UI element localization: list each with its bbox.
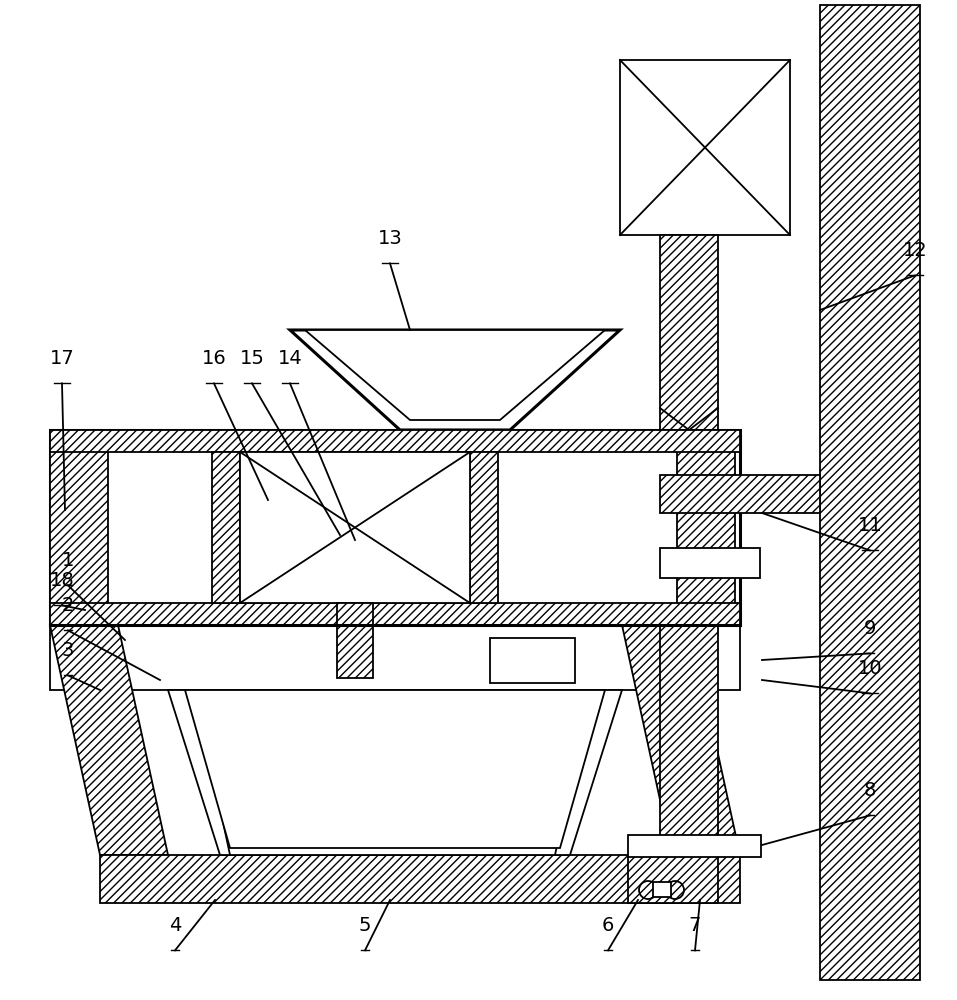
- Bar: [50, 430, 740, 625]
- Text: 5: 5: [359, 916, 371, 935]
- Text: 15: 15: [239, 349, 264, 368]
- Bar: [337, 603, 373, 678]
- Text: 9: 9: [864, 619, 877, 638]
- Text: 1: 1: [62, 551, 75, 570]
- Text: 6: 6: [602, 916, 614, 935]
- Bar: [100, 855, 740, 903]
- Bar: [660, 548, 760, 578]
- Text: 16: 16: [202, 349, 227, 368]
- Text: 12: 12: [902, 241, 927, 260]
- Text: 3: 3: [62, 641, 75, 660]
- Polygon shape: [305, 330, 605, 420]
- Bar: [50, 430, 108, 625]
- Text: 2: 2: [62, 596, 75, 615]
- Bar: [620, 60, 790, 235]
- Bar: [628, 835, 761, 857]
- Bar: [677, 430, 735, 625]
- Text: 7: 7: [689, 916, 701, 935]
- Polygon shape: [185, 690, 605, 848]
- Bar: [660, 625, 718, 855]
- Bar: [50, 430, 740, 452]
- Polygon shape: [168, 690, 622, 855]
- Polygon shape: [622, 625, 740, 855]
- Text: 8: 8: [864, 781, 877, 800]
- Bar: [660, 235, 718, 430]
- Bar: [660, 475, 820, 513]
- Bar: [400, 430, 510, 485]
- Bar: [820, 5, 920, 980]
- Polygon shape: [50, 625, 168, 855]
- Bar: [212, 452, 240, 603]
- Text: 18: 18: [50, 571, 75, 590]
- Bar: [240, 452, 470, 603]
- Text: 17: 17: [50, 349, 75, 368]
- Bar: [50, 625, 740, 690]
- Text: 4: 4: [168, 916, 181, 935]
- Bar: [470, 452, 498, 603]
- Bar: [50, 603, 740, 625]
- Text: 10: 10: [857, 659, 882, 678]
- Bar: [490, 638, 575, 683]
- Text: 11: 11: [857, 516, 882, 535]
- Bar: [653, 882, 671, 897]
- Polygon shape: [290, 330, 620, 430]
- Text: 13: 13: [378, 229, 402, 248]
- Text: 14: 14: [278, 349, 302, 368]
- Bar: [628, 855, 718, 903]
